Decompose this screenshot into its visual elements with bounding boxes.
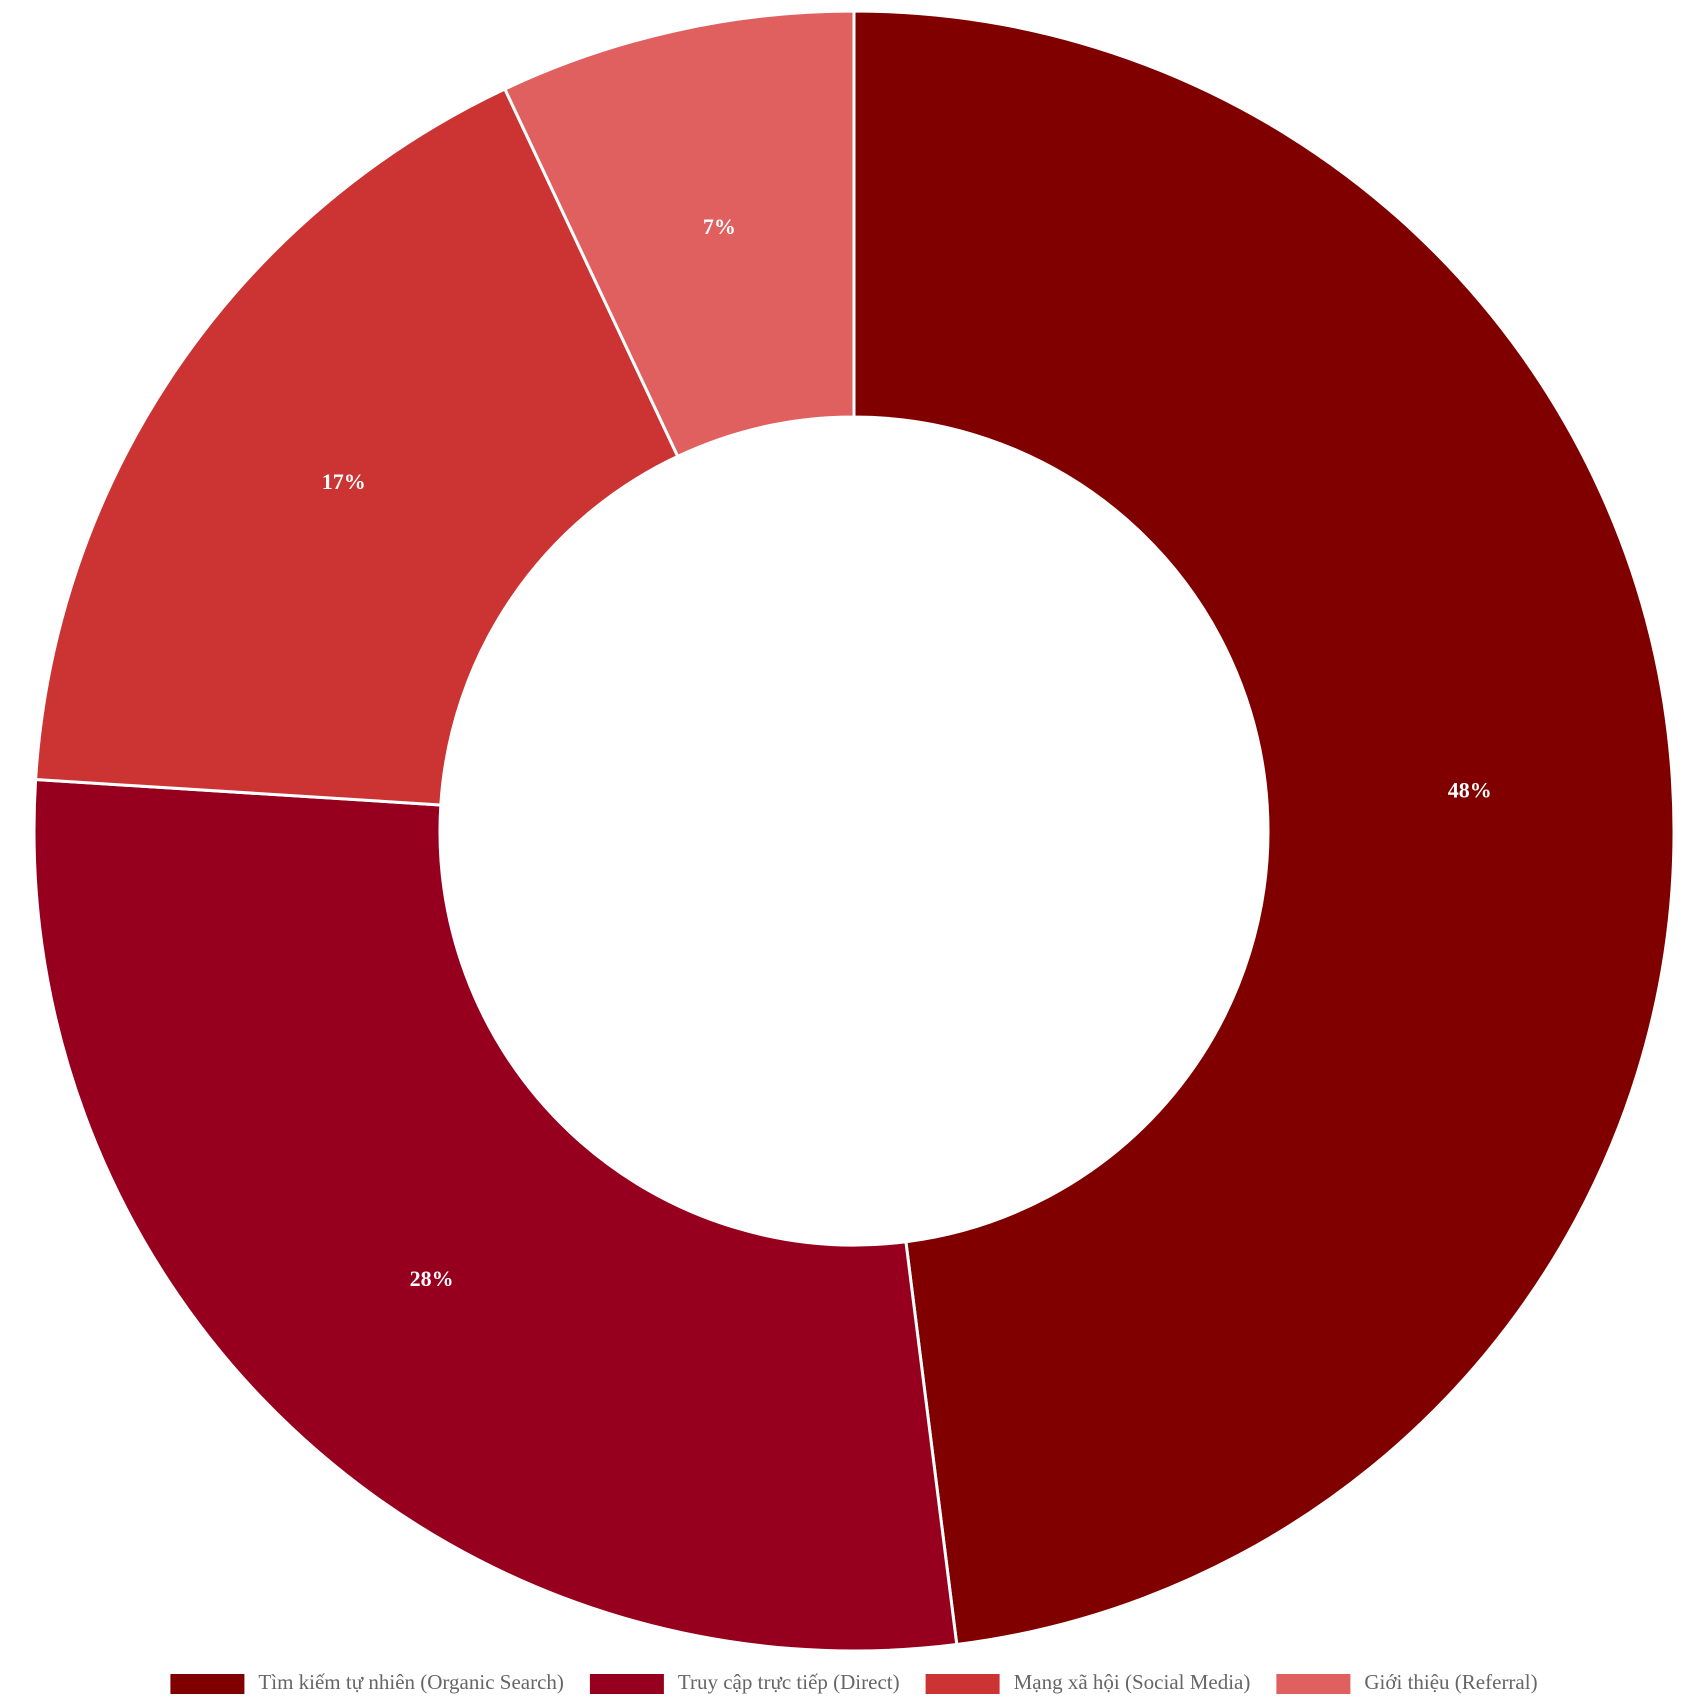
chart-legend: Tìm kiếm tự nhiên (Organic Search) Truy c… bbox=[170, 1670, 1538, 1694]
slice-tim-kiem-tu-nhien-organic-search[interactable] bbox=[852, 9, 1676, 1647]
legend-swatch-gioi-thieu-referral[interactable] bbox=[1276, 1674, 1351, 1694]
chart-slice-labels: 48% 28% 17% 7% bbox=[322, 214, 1492, 1291]
legend-label: Tìm kiếm tự nhiên (Organic Search) bbox=[258, 1670, 563, 1694]
slice-truy-cap-truc-tiep-direct[interactable] bbox=[32, 777, 959, 1653]
legend-swatch-tim-kiem-tu-nhien-organic-search[interactable] bbox=[170, 1674, 245, 1694]
chart-slices bbox=[32, 9, 1676, 1653]
legend-label: Giới thiệu (Referral) bbox=[1364, 1670, 1537, 1694]
legend-label: Truy cập trực tiếp (Direct) bbox=[678, 1670, 900, 1694]
slice-value-label: 17% bbox=[322, 469, 366, 494]
slice-gioi-thieu-referral[interactable] bbox=[502, 9, 856, 459]
slice-mang-xa-hoi-social-media[interactable] bbox=[34, 87, 680, 807]
legend-swatch-truy-cap-truc-tiep-direct[interactable] bbox=[589, 1674, 664, 1694]
slice-value-label: 48% bbox=[1448, 777, 1492, 802]
slice-value-label: 7% bbox=[703, 214, 736, 239]
legend-label: Mạng xã hội (Social Media) bbox=[1014, 1670, 1251, 1694]
legend-swatch-mang-xa-hoi-social-media[interactable] bbox=[925, 1674, 1000, 1694]
slice-value-label: 28% bbox=[410, 1266, 454, 1291]
